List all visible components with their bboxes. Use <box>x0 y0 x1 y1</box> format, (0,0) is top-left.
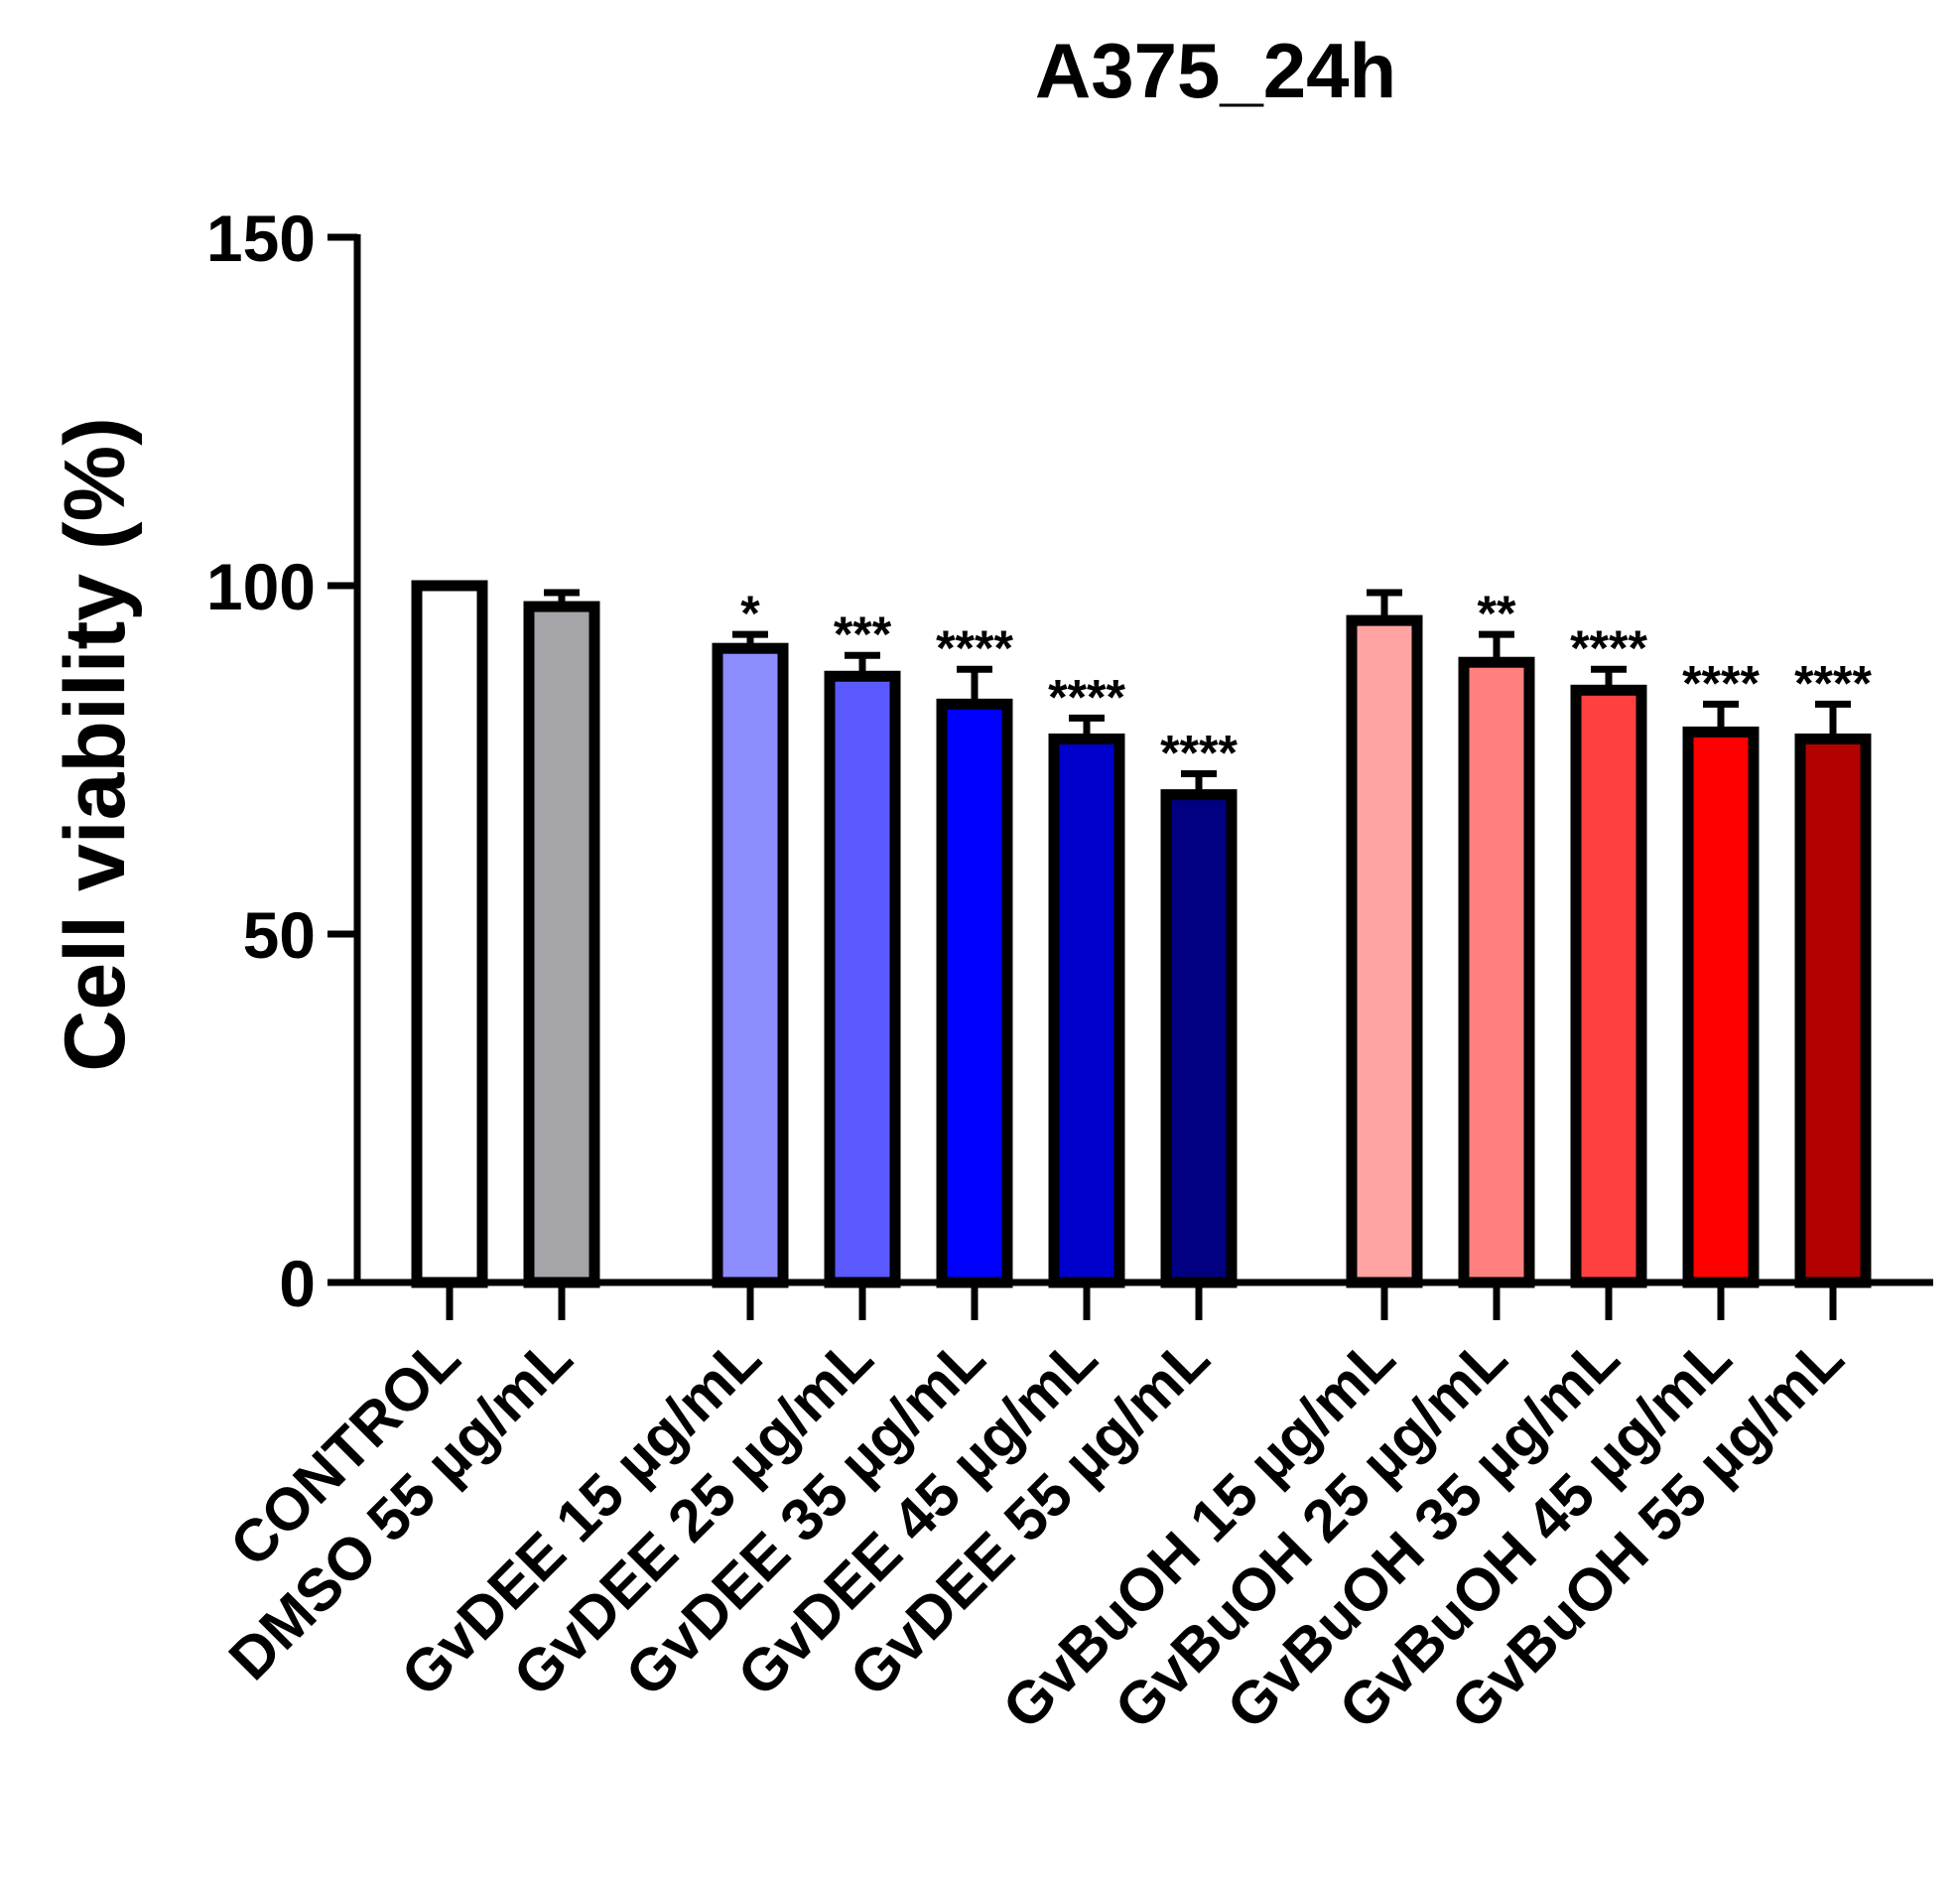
significance-label: **** <box>1682 655 1760 711</box>
y-tick-label: 100 <box>206 550 316 623</box>
bar <box>411 580 488 1288</box>
y-tick-label: 150 <box>206 202 316 275</box>
chart-title: A375_24h <box>1035 27 1396 114</box>
bars-group: * *** ********************** **** <box>411 580 1872 1288</box>
y-tick-label: 50 <box>243 898 316 972</box>
bar <box>1160 789 1238 1288</box>
significance-label: **** <box>1794 655 1872 711</box>
bar <box>1682 726 1760 1288</box>
y-ticks: 0 50 100 150 <box>206 202 357 1320</box>
significance-label: *** <box>834 606 892 662</box>
significance-label: **** <box>1048 669 1125 725</box>
bar <box>1048 733 1125 1288</box>
y-axis-label: Cell viability (%) <box>48 417 143 1072</box>
bar <box>1458 656 1535 1288</box>
significance-label: **** <box>1160 726 1238 781</box>
significance-label: ** <box>1478 586 1516 641</box>
bar <box>523 601 600 1288</box>
bar <box>824 670 901 1288</box>
bar <box>936 698 1013 1288</box>
bar <box>1794 733 1872 1288</box>
bar <box>712 642 789 1288</box>
significance-label: **** <box>1570 620 1647 676</box>
significance-label: **** <box>936 620 1013 676</box>
bar <box>1346 614 1423 1288</box>
y-tick-label: 0 <box>279 1247 316 1320</box>
bar <box>1570 684 1647 1288</box>
significance-label: * <box>740 586 760 641</box>
